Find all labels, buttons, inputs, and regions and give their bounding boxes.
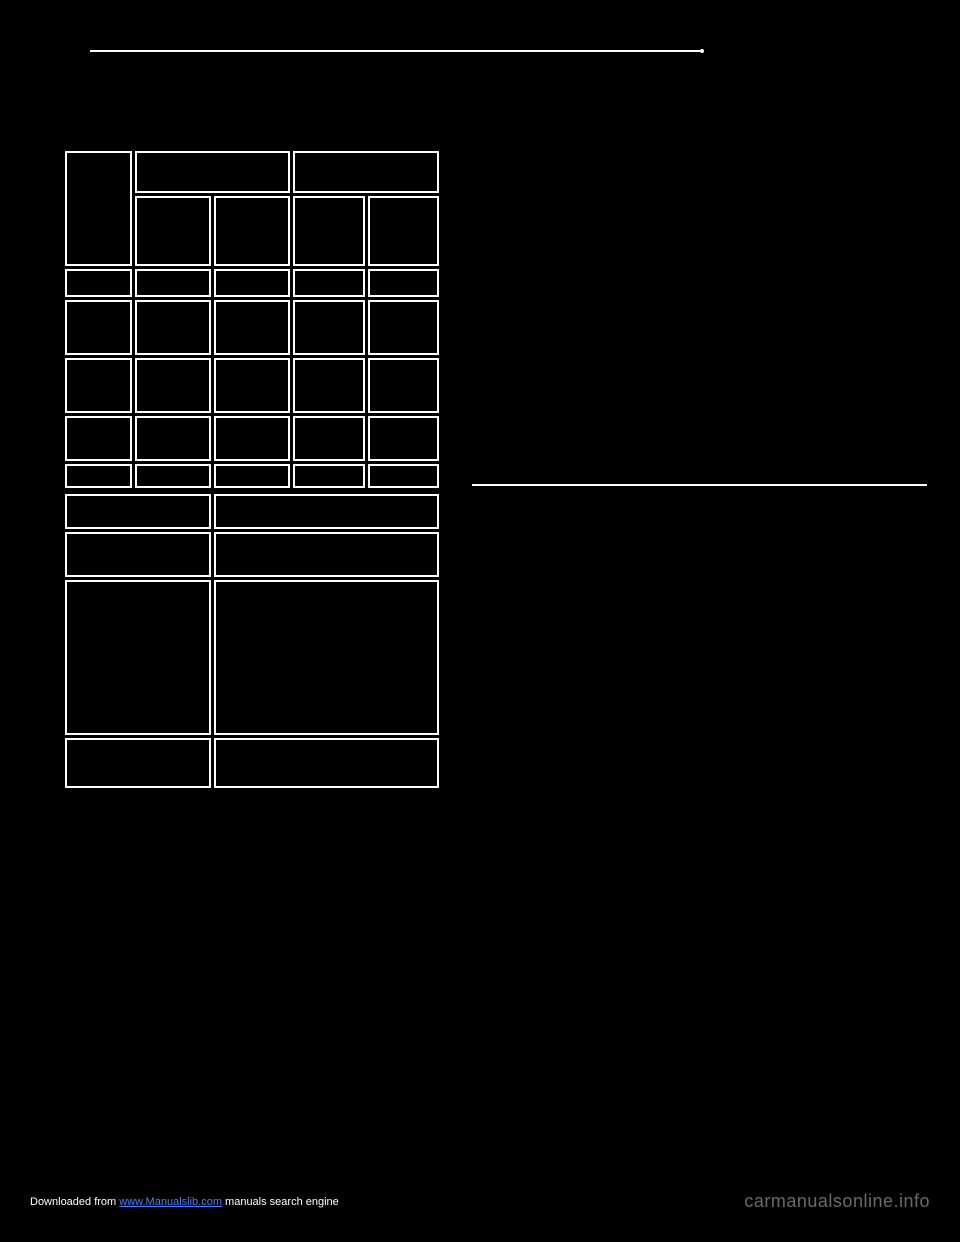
header-cell-group-2 [293,151,439,193]
footer-watermark: carmanualsonline.info [744,1191,930,1212]
right-column-divider [472,484,927,486]
table-cell [65,269,132,297]
table-cell [368,358,440,413]
table-cell [65,532,211,577]
table-header-row-1 [65,151,439,193]
header-cell-sub-4 [368,196,440,266]
table-row [65,464,439,488]
table-row [65,580,439,735]
footer-source: Downloaded from www.Manualslib.com manua… [30,1196,339,1208]
table-cell [65,300,132,355]
table-cell [368,416,440,461]
table-cell [135,269,211,297]
table-cell [214,580,439,735]
table-cell [135,358,211,413]
table-cell [368,464,440,488]
table-row [65,300,439,355]
table-cell [214,494,439,529]
header-cell-sub-3 [293,196,364,266]
page-footer: Downloaded from www.Manualslib.com manua… [0,1191,960,1212]
table-cell [293,464,364,488]
table-cell [65,580,211,735]
table-row [65,358,439,413]
footer-suffix: manuals search engine [222,1196,339,1208]
header-cell-sub-2 [214,196,290,266]
table-row [65,416,439,461]
table-cell [65,494,211,529]
header-cell-category [65,151,132,266]
table-cell [135,300,211,355]
spec-table-lower [62,491,442,791]
table-cell [293,269,364,297]
table-cell [214,738,439,788]
table-row [65,269,439,297]
table-cell [214,464,290,488]
header-cell-group-1 [135,151,290,193]
table-cell [293,358,364,413]
table-cell [65,738,211,788]
header-divider [90,50,700,52]
table-cell [65,464,132,488]
footer-prefix: Downloaded from [30,1196,119,1208]
table-cell [214,416,290,461]
specifications-table [62,148,442,791]
table-cell [135,416,211,461]
table-cell [293,300,364,355]
table-cell [368,269,440,297]
spec-table [62,148,442,491]
table-cell [214,532,439,577]
header-cell-sub-1 [135,196,211,266]
table-cell [65,358,132,413]
footer-link[interactable]: www.Manualslib.com [119,1196,222,1208]
table-row [65,532,439,577]
table-cell [368,300,440,355]
table-cell [214,269,290,297]
table-cell [65,416,132,461]
table-cell [293,416,364,461]
table-cell [135,464,211,488]
table-cell [214,358,290,413]
table-cell [214,300,290,355]
table-row [65,738,439,788]
table-row [65,494,439,529]
